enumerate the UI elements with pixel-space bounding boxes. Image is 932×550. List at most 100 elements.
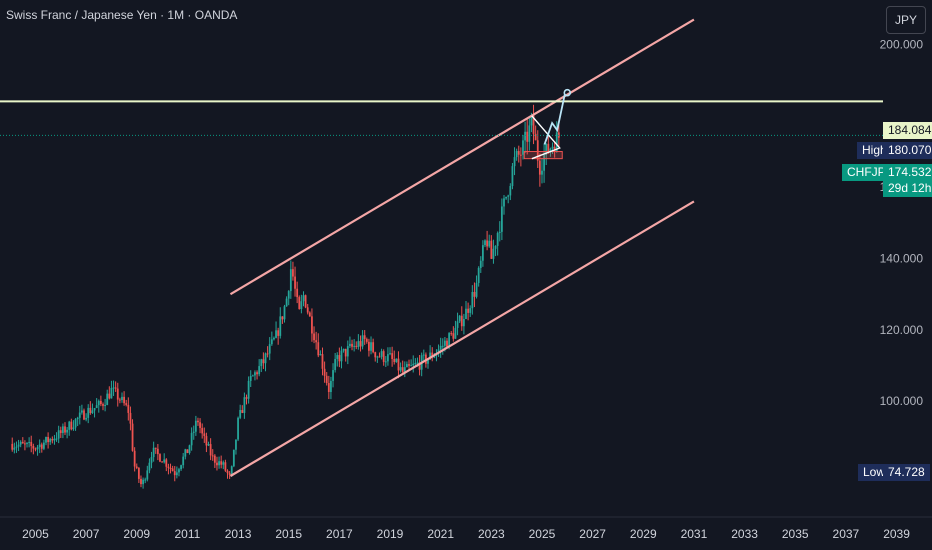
candle-body [131,423,134,451]
candle-body [175,472,178,476]
candle-body [479,260,482,268]
candle-body [249,376,252,381]
y-tick-label: 200.000 [880,38,924,52]
candle-body [517,151,520,155]
candle-body [509,186,512,196]
target-marker[interactable] [563,88,572,97]
x-tick-label: 2025 [529,527,556,541]
candle-body [17,444,20,447]
candle-body [13,447,16,450]
candle-body [125,403,128,405]
candle-body [15,446,18,448]
candle-body [332,370,334,381]
candle-body [454,327,457,339]
candle-body [541,170,543,175]
candle-body [152,447,155,458]
candle-body [446,340,448,348]
candle-body [450,333,453,335]
high-value: 180.070 [883,142,932,159]
candle-body [49,438,52,443]
channel-lower-line[interactable] [229,200,695,477]
candle-body [277,330,280,336]
candle-body [456,321,459,328]
resistance-price-label: 184.084 [883,122,932,139]
candle-body [393,358,396,362]
x-tick-label: 2021 [427,527,454,541]
x-tick-label: 2011 [175,527,201,541]
triangle-pattern[interactable] [531,115,561,160]
candle-body [150,457,153,463]
chart-title: Swiss Franc / Japanese Yen · 1M · OANDA [6,8,238,22]
candle-body [148,462,151,471]
candle-body [108,393,111,399]
candle-body [26,442,28,444]
candle-body [528,125,531,142]
candle-body [519,154,522,156]
candle-body [361,335,364,347]
candle-body [380,351,383,357]
candle-body [74,419,77,428]
candle-body [222,462,225,465]
x-tick-label: 2033 [731,527,758,541]
candle-body [296,288,299,298]
support-zone[interactable] [523,151,563,160]
candle-body [68,421,71,430]
candle-body [11,443,14,450]
candle-body [547,143,550,153]
candle-body [241,409,244,413]
x-tick-label: 2017 [326,527,353,541]
candle-body [543,154,545,171]
candle-body [270,339,273,345]
candle-body [55,438,58,440]
candle-body [410,365,413,367]
candle-body [110,387,113,399]
candle-body [429,352,432,360]
candle-body [262,359,265,364]
candle-body [127,404,130,413]
candle-body [254,372,256,376]
candle-body [294,276,296,289]
candle-body [235,439,237,450]
time-axis[interactable]: 2005 2007 2009 2011 2013 2015 2017 2019 2021 2023… [22,527,910,541]
currency-button[interactable]: JPY [886,6,926,34]
candle-body [304,295,307,308]
candle-body [545,143,548,155]
candle-body [245,397,248,399]
candle-body [197,420,199,423]
candle-body [121,396,123,401]
candle-body [178,469,180,473]
candle-body [526,131,529,142]
candle-body [486,240,489,247]
candle-body [114,387,117,389]
candle-body [256,372,258,375]
candle-body [372,342,375,353]
candle-body [264,353,267,364]
candle-body [42,442,45,449]
candle-body [64,426,66,433]
candle-body [144,479,147,481]
candle-body [180,465,182,470]
candle-body [70,421,73,430]
x-tick-label: 2015 [275,527,302,541]
drawings [0,18,883,477]
candle-body [123,396,125,404]
price-axis: 80.000100.000120.000140.000160.000200.00… [880,38,924,480]
candle-body [182,456,185,466]
candle-body [465,308,467,320]
y-tick-label: 120.000 [880,323,924,337]
candle-body [418,362,421,370]
projection-path[interactable] [543,94,566,145]
candle-body [530,115,533,126]
candle-body [401,367,404,373]
channel-upper-line[interactable] [229,18,695,296]
candle-body [292,269,294,277]
candle-body [289,269,292,292]
candle-body [156,448,159,455]
candle-body [224,462,227,471]
candle-body [334,358,337,371]
candle-body [213,455,216,463]
candle-body [365,339,368,342]
candle-body [325,375,328,384]
candle-body [116,388,119,400]
